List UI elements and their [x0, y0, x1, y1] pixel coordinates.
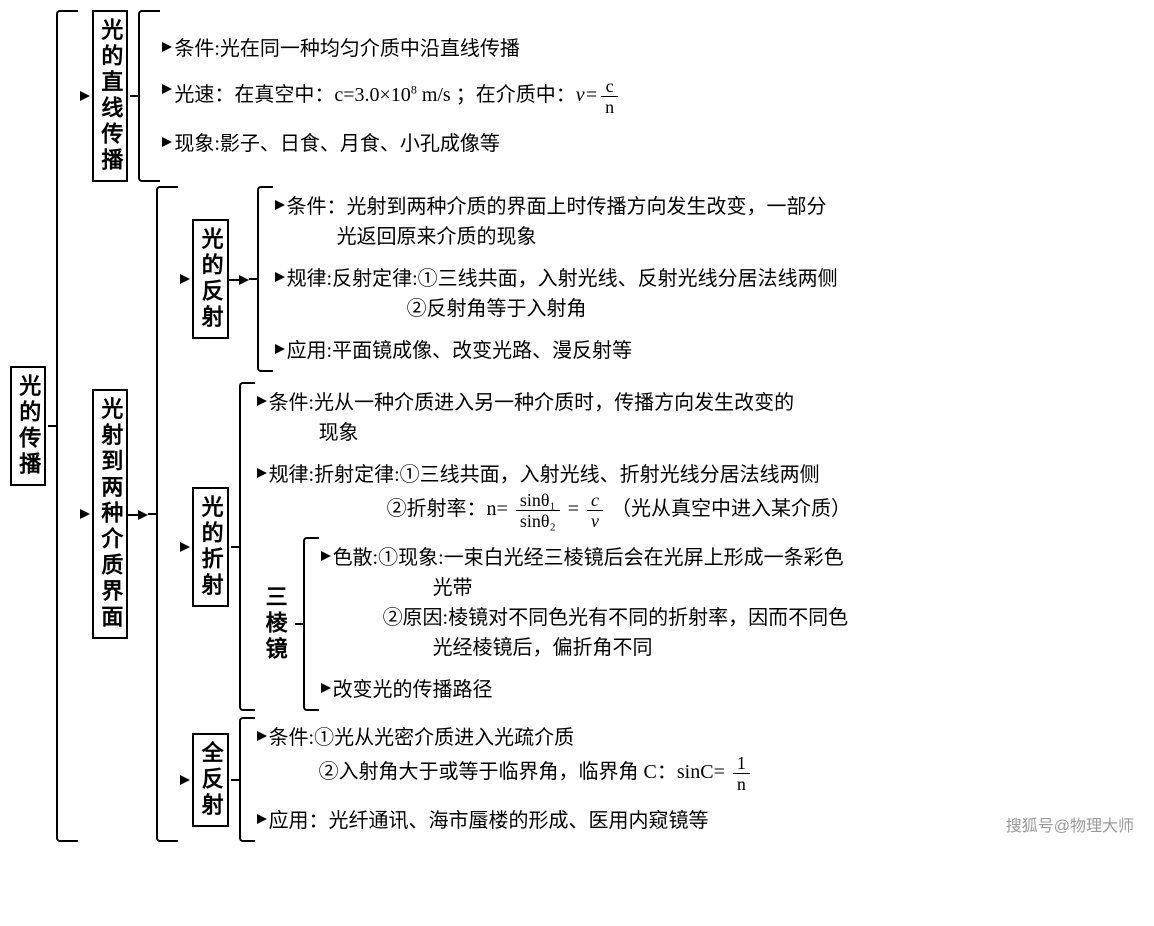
- leaf-p2: 改变光的传播路径: [321, 669, 1144, 711]
- text-p1: 色散:①现象:一束白光经三棱镜后会在光屏上形成一条彩色 光带 ②原因:棱镜对不同…: [333, 543, 849, 663]
- box-straight: 光的直线传播: [92, 10, 128, 182]
- box-reflect-label: 光的反射: [198, 227, 222, 331]
- text-p2: 改变光的传播路径: [333, 675, 493, 705]
- bracket-total: [231, 717, 255, 842]
- bracket-straight: [130, 10, 160, 182]
- leaf-s1: 条件:光在同一种均匀介质中沿直线传播: [162, 28, 1144, 70]
- leaf-t1: 条件:①光从光密介质进入光疏介质 ②入射角大于或等于临界角，临界角 C：sinC…: [257, 717, 1144, 800]
- arrow-connector: [229, 279, 247, 281]
- box-total: 全反射: [192, 733, 228, 827]
- text-s1: 条件:光在同一种均匀介质中沿直线传播: [174, 34, 520, 64]
- bracket-prism: [295, 537, 319, 711]
- text-t2: 应用：光纤通讯、海市蜃楼的形成、医用内窥镜等: [269, 806, 709, 836]
- text-r2: 规律:反射定律:①三线共面，入射光线、反射光线分居法线两侧 ②反射角等于入射角: [287, 264, 838, 324]
- arrow-icon: [162, 137, 172, 147]
- arrow-icon: [180, 542, 190, 552]
- arrow-icon: [180, 775, 190, 785]
- root-bracket: [48, 10, 78, 842]
- arrow-icon: [275, 200, 285, 210]
- bracket-reflect: [249, 186, 273, 372]
- box-reflect: 光的反射: [192, 219, 228, 339]
- arrow-icon: [257, 396, 267, 406]
- branch-total: 全反射 条件:①光从光密介质进入光疏介质 ②入射角大于或等于临界角，临界角 C：…: [180, 717, 1144, 842]
- text-f2: 规律:折射定律:①三线共面，入射光线、折射光线分居法线两侧 ②折射率：n= si…: [269, 460, 851, 531]
- arrow-icon: [321, 551, 331, 561]
- refract-content: 条件:光从一种介质进入另一种介质时，传播方向发生改变的 现象 规律:折射定律:①…: [257, 382, 1144, 711]
- bracket-refract: [231, 382, 255, 711]
- text-t1: 条件:①光从光密介质进入光疏介质 ②入射角大于或等于临界角，临界角 C：sinC…: [269, 723, 753, 794]
- box-interface-label: 光射到两种介质界面: [98, 397, 122, 631]
- box-refract-label: 光的折射: [198, 495, 222, 599]
- arrow-icon: [80, 509, 90, 519]
- arrow-icon: [180, 274, 190, 284]
- straight-leaves: 条件:光在同一种均匀介质中沿直线传播 光速：在真空中：c=3.0×108 m/s…: [162, 28, 1144, 165]
- branch-prism: 三棱镜 色散:①现象:一束白光经三棱镜后会在光屏上形成一条彩色 光带 ②原因:棱…: [257, 537, 1144, 711]
- level2-container: 光的直线传播 条件:光在同一种均匀介质中沿直线传播 光速：在真空中：c=3.0×…: [80, 10, 1144, 842]
- box-straight-label: 光的直线传播: [98, 18, 122, 174]
- box-total-label: 全反射: [198, 741, 222, 819]
- root-label: 光的传播: [16, 374, 40, 478]
- box-refract: 光的折射: [192, 487, 228, 607]
- arrow-icon: [257, 814, 267, 824]
- arrow-connector: [128, 514, 146, 516]
- text-r3: 应用:平面镜成像、改变光路、漫反射等: [287, 336, 633, 366]
- branch-straight: 光的直线传播 条件:光在同一种均匀介质中沿直线传播 光速：在真空中：c=3.0×…: [80, 10, 1144, 182]
- box-interface: 光射到两种介质界面: [92, 389, 128, 639]
- root-box: 光的传播: [10, 366, 46, 486]
- watermark-text: 搜狐号@物理大师: [1006, 812, 1134, 836]
- text-s2: 光速：在真空中：c=3.0×108 m/s ；在介质中：v=cn: [174, 76, 621, 117]
- label-prism: 三棱镜: [257, 583, 293, 665]
- reflect-leaves: 条件：光射到两种介质的界面上时传播方向发生改变，一部分 光返回原来介质的现象 规…: [275, 186, 1144, 372]
- optics-tree-diagram: 光的传播 光的直线传播 条件:光在同一种均匀介质中沿直线传播 光速：在真空中：c…: [10, 10, 1144, 842]
- text-f1: 条件:光从一种介质进入另一种介质时，传播方向发生改变的 现象: [269, 388, 795, 448]
- branch-reflect: 光的反射 条件：光射到两种介质的界面上时传播方向发生改变，一部分 光返回原来介质…: [180, 186, 1144, 372]
- bracket-interface: [148, 186, 178, 842]
- arrow-icon: [80, 91, 90, 101]
- leaf-s2: 光速：在真空中：c=3.0×108 m/s ；在介质中：v=cn: [162, 70, 1144, 123]
- leaf-p1: 色散:①现象:一束白光经三棱镜后会在光屏上形成一条彩色 光带 ②原因:棱镜对不同…: [321, 537, 1144, 669]
- leaf-r3: 应用:平面镜成像、改变光路、漫反射等: [275, 330, 1144, 372]
- arrow-icon: [162, 84, 172, 94]
- leaf-r1: 条件：光射到两种介质的界面上时传播方向发生改变，一部分 光返回原来介质的现象: [275, 186, 1144, 258]
- branch-refract: 光的折射 条件:光从一种介质进入另一种介质时，传播方向发生改变的 现象: [180, 382, 1144, 711]
- arrow-icon: [257, 731, 267, 741]
- text-s3: 现象:影子、日食、月食、小孔成像等: [174, 129, 500, 159]
- arrow-icon: [257, 468, 267, 478]
- interface-children: 光的反射 条件：光射到两种介质的界面上时传播方向发生改变，一部分 光返回原来介质…: [180, 186, 1144, 842]
- prism-leaves: 色散:①现象:一束白光经三棱镜后会在光屏上形成一条彩色 光带 ②原因:棱镜对不同…: [321, 537, 1144, 711]
- arrow-icon: [275, 344, 285, 354]
- leaf-r2: 规律:反射定律:①三线共面，入射光线、反射光线分居法线两侧 ②反射角等于入射角: [275, 258, 1144, 330]
- leaf-f2: 规律:折射定律:①三线共面，入射光线、折射光线分居法线两侧 ②折射率：n= si…: [257, 454, 1144, 537]
- arrow-icon: [275, 272, 285, 282]
- leaf-f1: 条件:光从一种介质进入另一种介质时，传播方向发生改变的 现象: [257, 382, 1144, 454]
- branch-interface: 光射到两种介质界面 光的反射 条: [80, 186, 1144, 842]
- text-r1: 条件：光射到两种介质的界面上时传播方向发生改变，一部分 光返回原来介质的现象: [287, 192, 827, 252]
- arrow-icon: [321, 683, 331, 693]
- leaf-s3: 现象:影子、日食、月食、小孔成像等: [162, 123, 1144, 165]
- arrow-icon: [162, 42, 172, 52]
